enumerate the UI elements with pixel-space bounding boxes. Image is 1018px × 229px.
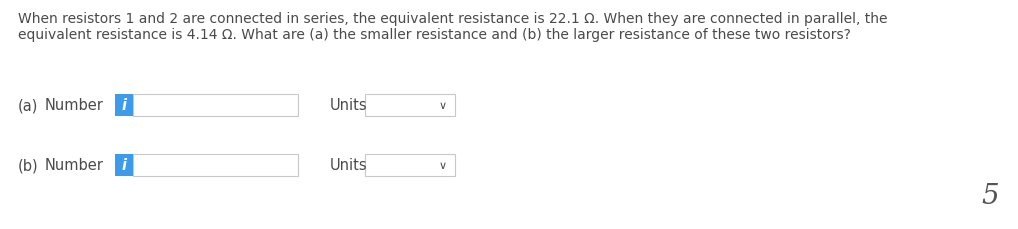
Bar [133, 154, 298, 176]
Text: When resistors 1 and 2 are connected in series, the equivalent resistance is 22.: When resistors 1 and 2 are connected in … [18, 12, 888, 26]
Text: (b): (b) [18, 158, 39, 173]
Bar [115, 154, 133, 176]
Text: i: i [121, 98, 126, 113]
Bar [365, 154, 455, 176]
Text: (a): (a) [18, 98, 39, 113]
Text: ∨: ∨ [439, 160, 447, 170]
Text: equivalent resistance is 4.14 Ω. What are (a) the smaller resistance and (b) the: equivalent resistance is 4.14 Ω. What ar… [18, 28, 851, 42]
Text: 5: 5 [981, 182, 999, 209]
Text: i: i [121, 158, 126, 173]
Text: ∨: ∨ [439, 101, 447, 111]
Bar [365, 95, 455, 117]
Bar [115, 95, 133, 117]
Bar [133, 95, 298, 117]
Text: Units: Units [330, 158, 367, 173]
Text: Number: Number [45, 98, 104, 113]
Text: Number: Number [45, 158, 104, 173]
Text: Units: Units [330, 98, 367, 113]
